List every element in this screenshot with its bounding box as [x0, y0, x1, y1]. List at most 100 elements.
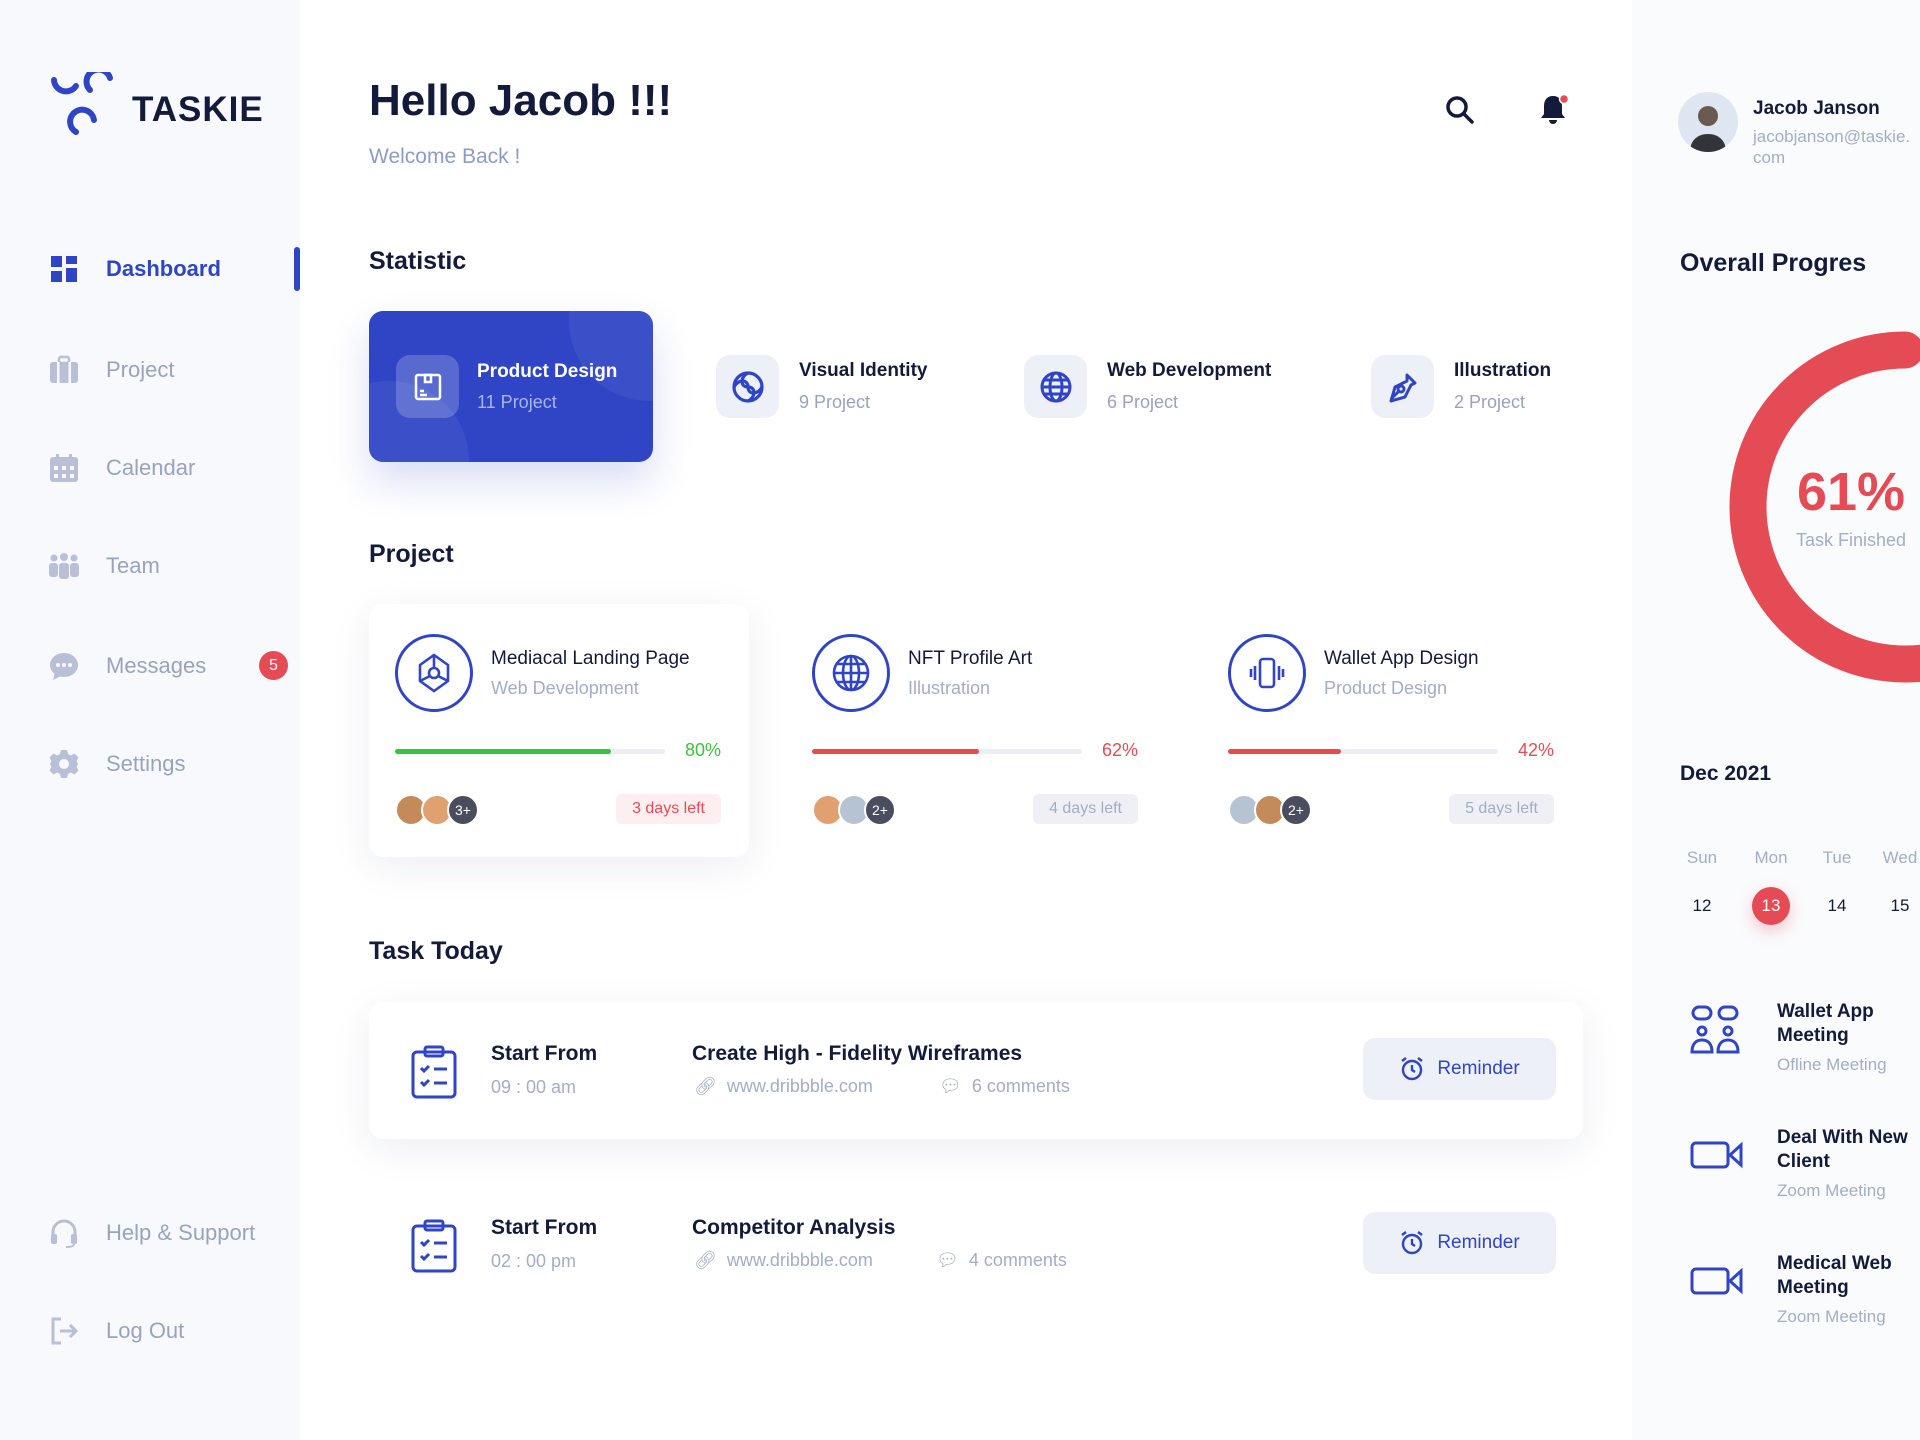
- stat-icon-box: [1024, 355, 1087, 418]
- stat-title: Product Design: [477, 361, 618, 382]
- weekday-label: Mon: [1754, 848, 1788, 867]
- meeting-item[interactable]: Wallet App Meeting Ofline Meeting: [1777, 1000, 1913, 1076]
- gear-icon: [49, 750, 79, 778]
- bell-icon[interactable]: [1536, 92, 1572, 128]
- sidebar-item-help[interactable]: Help & Support: [48, 1211, 288, 1255]
- sidebar-item-project[interactable]: Project: [48, 348, 288, 392]
- stat-title: Illustration: [1454, 360, 1552, 381]
- alarm-clock-icon: [1401, 1057, 1424, 1081]
- task-row[interactable]: Start From 09 : 00 am Create High - Fide…: [369, 1002, 1583, 1139]
- project-icon-circle: [1228, 634, 1306, 712]
- progress-center: 61% Task Finished: [1786, 462, 1916, 551]
- chat-icon: [50, 653, 78, 680]
- weekday-label: Tue: [1822, 848, 1852, 867]
- project-card[interactable]: Mediacal Landing Page Web Development 80…: [369, 604, 749, 857]
- user-email: jacobjanson@taskie.com: [1753, 127, 1911, 167]
- meeting-item[interactable]: Deal With New Client Zoom Meeting: [1777, 1126, 1913, 1202]
- stat-title: Visual Identity: [799, 360, 928, 381]
- logo-icon: [51, 72, 113, 135]
- calendar-day[interactable]: 15: [1890, 896, 1910, 915]
- clipboard-check-icon: [411, 1219, 457, 1273]
- meeting-title[interactable]: Medical Web Meeting: [1777, 1253, 1892, 1298]
- days-left-badge: 3 days left: [616, 794, 721, 824]
- user-name: Jacob Janson: [1753, 98, 1880, 119]
- task-comments[interactable]: 💬︎ 4 comments: [936, 1250, 1067, 1271]
- video-icon: [1690, 1267, 1743, 1295]
- project-category: Web Development: [491, 678, 639, 698]
- sidebar-item-calendar[interactable]: Calendar: [48, 446, 288, 490]
- box-icon: [414, 373, 441, 400]
- meeting-type: Zoom Meeting: [1777, 1181, 1886, 1200]
- stat-visual-identity[interactable]: Visual Identity 9 Project: [716, 355, 927, 418]
- weekday-label: Sun: [1686, 848, 1718, 867]
- calendar-day[interactable]: 12: [1692, 896, 1712, 915]
- avatar-group: 2+: [812, 794, 896, 826]
- reminder-button[interactable]: Reminder: [1363, 1212, 1556, 1274]
- task-start-label: Start From: [491, 1216, 598, 1239]
- task-row[interactable]: Start From 02 : 00 pm Competitor Analysi…: [369, 1176, 1583, 1313]
- meeting-title[interactable]: Wallet App Meeting: [1777, 1001, 1874, 1046]
- task-title: Competitor Analysis: [692, 1216, 896, 1239]
- avatar-more: 2+: [864, 794, 896, 826]
- meeting-type: Ofline Meeting: [1777, 1055, 1887, 1074]
- sidebar-item-settings[interactable]: Settings: [48, 742, 288, 786]
- reminder-button[interactable]: Reminder: [1363, 1038, 1556, 1100]
- comment-icon: 💬︎: [936, 1250, 959, 1270]
- calendar-month: Dec 2021: [1680, 762, 1772, 785]
- progress-fill: [812, 749, 980, 754]
- right-panel: [1632, 0, 1920, 1440]
- project-card[interactable]: NFT Profile Art Illustration 62% 2+ 4 da…: [786, 604, 1166, 857]
- stat-title: Web Development: [1107, 360, 1272, 381]
- search-icon[interactable]: [1444, 94, 1476, 126]
- sidebar-item-label: Team: [106, 553, 160, 578]
- progress-fill: [1228, 749, 1342, 754]
- statistic-heading: Statistic: [369, 247, 467, 275]
- sidebar-item-messages[interactable]: Messages: [48, 644, 288, 688]
- page-subtitle: Welcome Back !: [369, 145, 521, 168]
- avatar-more: 2+: [1280, 794, 1312, 826]
- logout-icon: [51, 1317, 79, 1345]
- globe-icon: [1040, 371, 1071, 402]
- stat-illustration[interactable]: Illustration 2 Project: [1371, 355, 1551, 418]
- comment-icon: 💬︎: [939, 1076, 962, 1096]
- stat-web-development[interactable]: Web Development 6 Project: [1024, 355, 1271, 418]
- video-icon: [1690, 1141, 1743, 1169]
- selected-day-marker: [1752, 887, 1790, 925]
- task-comments-text: 4 comments: [968, 1250, 1067, 1270]
- sidebar-item-label: Log Out: [106, 1318, 185, 1343]
- project-title: NFT Profile Art: [908, 648, 1033, 669]
- task-link-text[interactable]: www.dribbble.com: [726, 1076, 873, 1096]
- project-category: Illustration: [908, 678, 991, 698]
- progress-percent: 62%: [1101, 740, 1138, 760]
- task-link[interactable]: 🔗︎ www.dribbble.com: [694, 1076, 873, 1097]
- project-card[interactable]: Wallet App Design Product Design 42% 2+ …: [1202, 604, 1582, 857]
- meeting-type: Zoom Meeting: [1777, 1307, 1886, 1326]
- task-link-text[interactable]: www.dribbble.com: [726, 1250, 873, 1270]
- meeting-item[interactable]: Medical Web Meeting Zoom Meeting: [1777, 1252, 1913, 1328]
- progress-caption: Task Finished: [1795, 530, 1907, 550]
- progress-fill: [395, 749, 611, 754]
- stat-product-design[interactable]: Product Design 11 Project: [369, 311, 653, 462]
- stat-count: 9 Project: [799, 392, 871, 412]
- calendar-day[interactable]: 14: [1827, 896, 1847, 915]
- meeting-title[interactable]: Deal With New Client: [1777, 1127, 1908, 1172]
- sidebar-item-team[interactable]: Team: [48, 544, 288, 588]
- progress-bar: [1228, 749, 1498, 754]
- sidebar-item-dashboard[interactable]: Dashboard: [48, 247, 288, 291]
- meeting-icon: [1690, 1005, 1740, 1054]
- avatar-more: 3+: [447, 794, 479, 826]
- grid-icon: [51, 256, 77, 282]
- progress-ring-arc: [1729, 331, 1920, 683]
- task-link[interactable]: 🔗︎ www.dribbble.com: [694, 1250, 873, 1271]
- task-title: Create High - Fidelity Wireframes: [692, 1042, 1023, 1065]
- project-icon-circle: [812, 634, 890, 712]
- reminder-label: Reminder: [1437, 1232, 1520, 1253]
- task-comments[interactable]: 💬︎ 6 comments: [939, 1076, 1070, 1097]
- page-title: Hello Jacob !!!: [369, 76, 673, 125]
- stat-count: 2 Project: [1454, 392, 1526, 412]
- calendar-day-selected[interactable]: 13: [1761, 896, 1781, 915]
- avatar[interactable]: [1678, 92, 1738, 152]
- messages-badge: 5: [259, 651, 288, 680]
- sidebar-item-logout[interactable]: Log Out: [48, 1309, 288, 1353]
- globe-icon: [832, 654, 870, 692]
